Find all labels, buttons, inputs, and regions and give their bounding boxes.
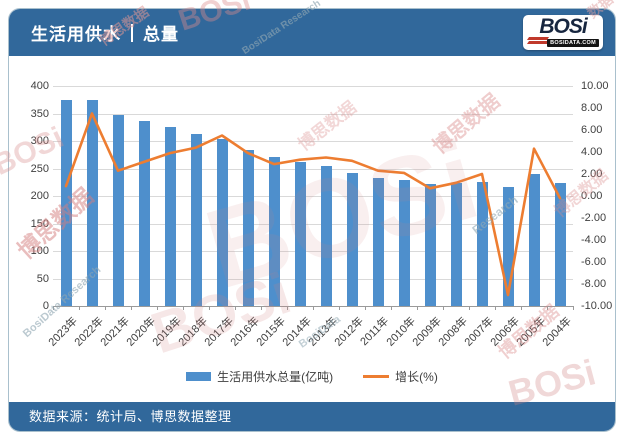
x-axis-labels: 2023年 2022年 2021年 2020年 2019年 2018年 2017年 2016年… <box>46 309 574 365</box>
y-axis-right-tick: 2.00 <box>581 168 603 180</box>
bar <box>372 178 384 306</box>
y-axis-right-tick: 0.00 <box>581 190 603 202</box>
y-axis-left-tick: 300 <box>30 135 49 147</box>
logo-stripes-icon <box>526 37 550 46</box>
report-card: 生活用供水 总量 BOSi BOSIDATA.COM 400 350 300 250 2… <box>8 8 616 432</box>
y-axis-left-tick: 100 <box>30 245 49 257</box>
bar <box>450 182 462 306</box>
gridline <box>53 113 573 115</box>
bar-column <box>131 86 157 306</box>
bar <box>138 121 150 306</box>
bar <box>554 183 566 306</box>
bar <box>424 183 436 306</box>
bar <box>476 181 488 306</box>
bar-column <box>339 86 365 306</box>
bar <box>528 174 540 306</box>
bar-column <box>53 86 79 306</box>
title-main: 生活用供水 <box>31 25 121 44</box>
gridline <box>53 223 573 225</box>
bar <box>216 139 228 306</box>
legend-item-supply: 生活用供水总量(亿吨) <box>186 368 333 385</box>
bar <box>242 150 254 306</box>
data-source-text: 数据来源：统计局、博思数据整理 <box>29 409 232 424</box>
bar-column <box>183 86 209 306</box>
bar-column <box>547 86 573 306</box>
bosi-logo-text: BOSi <box>539 15 587 38</box>
bar-column <box>391 86 417 306</box>
page-title: 生活用供水 总量 <box>31 20 179 45</box>
bar <box>60 99 72 306</box>
legend-label-supply: 生活用供水总量(亿吨) <box>217 370 334 384</box>
x-axis-ticks <box>53 306 574 310</box>
x-axis-label: 2023年 <box>46 315 80 349</box>
legend-swatch-line <box>363 375 390 378</box>
bar <box>190 134 202 306</box>
bar <box>398 180 410 306</box>
gridline <box>53 251 573 252</box>
gridline <box>53 168 573 170</box>
chart-area: 400 350 300 250 200 150 100 50 0 10.00 8.00 6.00 4.… <box>9 56 615 402</box>
y-axis-left: 400 350 300 250 200 150 100 50 0 <box>11 80 49 312</box>
report-footer: 数据来源：统计局、博思数据整理 <box>9 402 615 431</box>
y-axis-left-tick: 150 <box>30 217 49 230</box>
y-axis-left-tick: 50 <box>36 272 49 285</box>
logo-domain: BOSIDATA.COM <box>547 39 599 47</box>
y-axis-right-tick: 4.00 <box>581 146 603 158</box>
y-axis-right-tick: -4.00 <box>581 234 607 246</box>
bar-column <box>79 86 105 306</box>
y-axis-left-tick: 200 <box>30 190 49 202</box>
bar-column <box>313 86 339 306</box>
y-axis-right-tick: -2.00 <box>581 212 607 224</box>
gridline <box>53 196 573 197</box>
report-header: 生活用供水 总量 BOSi BOSIDATA.COM <box>9 9 615 56</box>
gridline <box>53 141 573 142</box>
y-axis-right-tick: -8.00 <box>581 278 607 290</box>
y-axis-left-tick: 250 <box>30 162 49 175</box>
bar-column <box>287 86 313 306</box>
bar <box>346 173 358 306</box>
legend-label-growth: 增长(%) <box>395 370 438 384</box>
y-axis-right-tick: 8.00 <box>581 102 603 114</box>
gridline <box>53 278 573 280</box>
y-axis-right-tick: -6.00 <box>581 256 607 268</box>
growth-line <box>64 112 562 297</box>
bar <box>294 161 306 306</box>
bar <box>112 115 124 306</box>
bar-column <box>235 86 261 306</box>
y-axis-right: 10.00 8.00 6.00 4.00 2.00 0.00 -2.00 -4.00 -6.00… <box>581 80 625 312</box>
title-sub: 总量 <box>143 25 179 44</box>
bar-column <box>157 86 183 306</box>
y-axis-left-tick: 0 <box>42 300 49 312</box>
bar-column <box>105 86 131 306</box>
growth-line-chart <box>64 112 562 297</box>
bar-column <box>521 86 547 306</box>
bars-layer <box>53 86 573 306</box>
bar-column <box>209 86 235 306</box>
bar-column <box>417 86 443 306</box>
bar-column <box>443 86 469 306</box>
y-axis-right-tick: -10.00 <box>581 300 613 312</box>
y-axis-right-tick: 10.00 <box>581 80 609 92</box>
bar-column <box>495 86 521 306</box>
bosi-logo: BOSi BOSIDATA.COM <box>523 15 603 50</box>
bar-column <box>469 86 495 306</box>
y-axis-left-tick: 400 <box>30 80 49 92</box>
legend-item-growth: 增长(%) <box>363 368 438 385</box>
bar-column <box>365 86 391 306</box>
bar <box>502 186 514 306</box>
title-separator <box>131 23 133 42</box>
plot-area <box>53 86 573 307</box>
y-axis-left-tick: 350 <box>30 107 49 120</box>
bar <box>320 166 332 306</box>
bar <box>268 156 280 306</box>
legend: 生活用供水总量(亿吨) 增长(%) <box>9 368 615 385</box>
legend-swatch-bar <box>186 372 212 381</box>
y-axis-right-tick: 6.00 <box>581 124 603 136</box>
bar-column <box>261 86 287 306</box>
gridline <box>53 86 573 87</box>
bar <box>86 100 98 306</box>
bar <box>164 126 176 306</box>
